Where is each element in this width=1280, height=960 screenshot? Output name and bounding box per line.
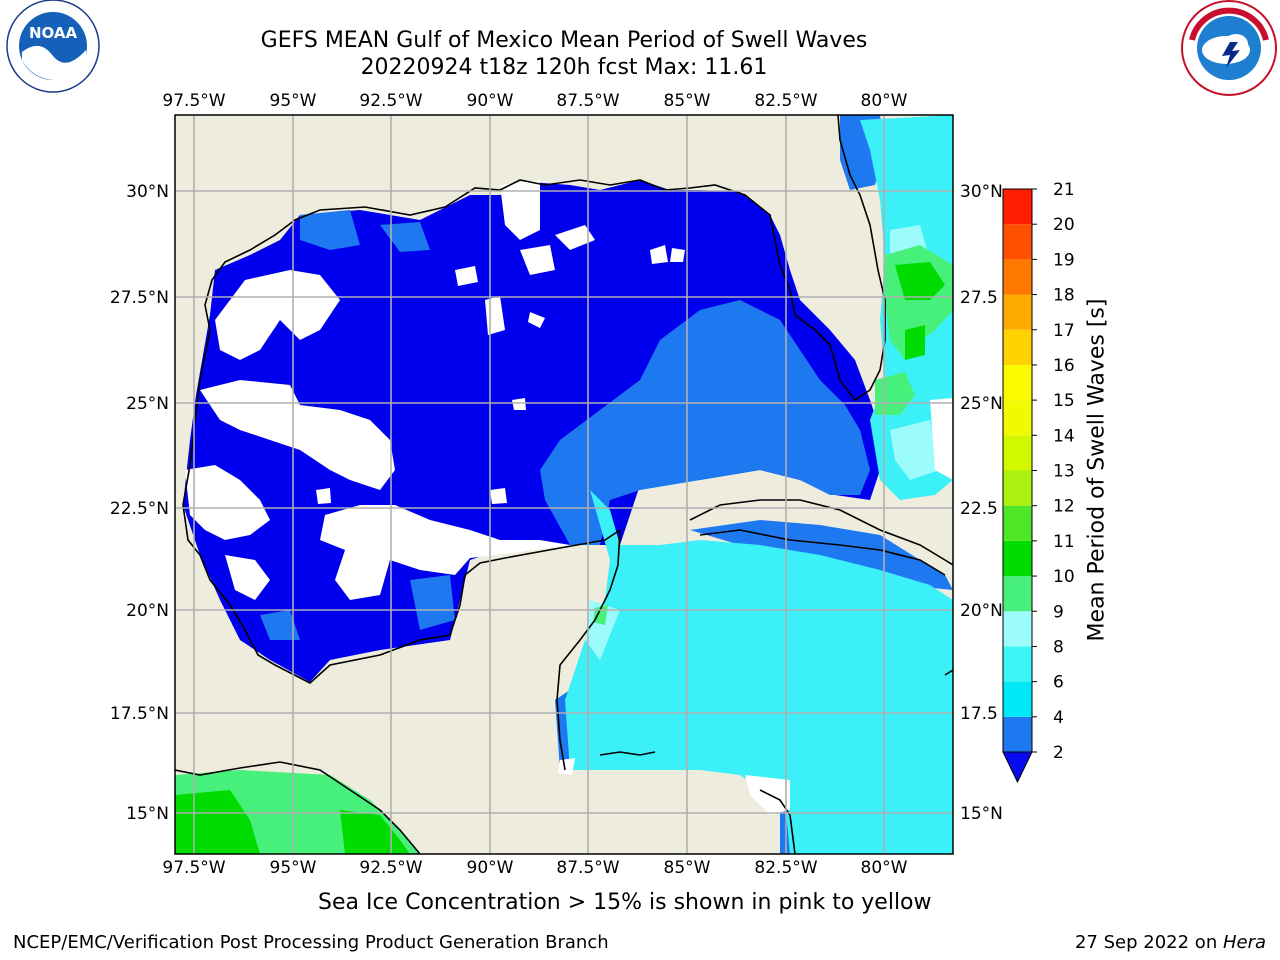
map-title: GEFS MEAN Gulf of Mexico Mean Period of … [260,28,868,53]
ocean-bright-green [175,262,945,854]
colorbar-tick-label: 21 [1053,180,1075,200]
lon-tick-label: 87.5°W [556,858,619,878]
lon-tick-label: 82.5°W [754,858,817,878]
colorbar-tick-label: 15 [1053,391,1075,411]
lat-labels-right: 30°N 27.5 25°N 22.5 20°N 17.5 15°N [960,182,1003,824]
colorbar-band [1003,540,1032,577]
noaa-logo: NOAA [6,0,100,93]
colorbar-label: Mean Period of Swell Waves [s] [1084,298,1110,642]
colorbar-band [1003,400,1032,436]
lat-tick-label: 17.5°N [110,704,169,724]
lat-tick-label: 25°N [126,394,169,414]
colorbar-tick-label: 18 [1053,286,1075,306]
colorbar-tick-label: 12 [1053,497,1075,517]
colorbar-band [1003,189,1032,225]
lat-tick-label: 20°N [960,601,1003,621]
footer-date-text: 27 Sep 2022 on [1075,932,1223,953]
colorbar-tick-label: 2 [1053,743,1064,763]
colorbar-band [1003,681,1032,717]
footer-credit: NCEP/EMC/Verification Post Processing Pr… [13,932,609,953]
colorbar-tick-label: 4 [1053,708,1064,728]
lat-labels-left: 30°N 27.5°N 25°N 22.5°N 20°N 17.5°N 15°N [110,182,169,824]
lon-tick-label: 85°W [664,91,711,111]
colorbar-band [1003,611,1032,647]
lat-tick-label: 30°N [960,182,1003,202]
lat-tick-label: 30°N [126,182,169,202]
colorbar-extend-arrow [1002,751,1033,784]
colorbar-tick-label: 19 [1053,250,1075,270]
lon-tick-label: 80°W [861,858,908,878]
map-gridlines [175,115,953,854]
colorbar-band [1003,259,1032,295]
lat-tick-label: 22.5 [960,499,998,519]
lat-tick-label: 17.5 [960,704,998,724]
lon-tick-label: 95°W [270,91,317,111]
colorbar-tick-label: 13 [1053,462,1075,482]
lon-labels-bottom: 97.5°W 95°W 92.5°W 90°W 87.5°W 85°W 82.5°W 80°W [162,858,907,878]
colorbar-band [1003,470,1032,506]
colorbar-tick-label: 14 [1053,426,1075,446]
lon-tick-label: 90°W [467,91,514,111]
colorbar-tick-label: 17 [1053,321,1075,341]
colorbar-band [1003,716,1032,752]
colorbar-tick-label: 11 [1053,532,1075,552]
lon-tick-label: 92.5°W [359,91,422,111]
lon-tick-label: 90°W [467,858,514,878]
colorbar-tick-label: 10 [1053,567,1075,587]
colorbar-band [1003,224,1032,260]
colorbar-tick-label: 20 [1053,215,1075,235]
footer-host: Hera [1222,932,1266,953]
ocean-gap-east [558,398,953,815]
lon-tick-label: 87.5°W [556,91,619,111]
colorbar: 2 4 6 8 9 10 11 12 13 14 15 16 17 18 19 20 21 [1002,180,1075,784]
map-frame [174,114,954,855]
sea-ice-note: Sea Ice Concentration > 15% is shown in … [318,890,932,915]
lat-tick-label: 27.5 [960,288,998,308]
colorbar-band [1003,294,1032,330]
colorbar-band [1003,435,1032,471]
colorbar-band [1003,329,1032,365]
lon-tick-label: 97.5°W [162,858,225,878]
colorbar-band [1003,505,1032,541]
lat-tick-label: 20°N [126,601,169,621]
lon-tick-label: 92.5°W [359,858,422,878]
ocean-light-cyan [585,225,940,660]
colorbar-tick-label: 6 [1053,673,1064,693]
lat-tick-label: 25°N [960,394,1003,414]
colorbar-tick-label: 8 [1053,637,1064,657]
lat-tick-label: 15°N [960,804,1003,824]
noaa-logo-text: NOAA [29,24,78,42]
nws-logo [1181,0,1277,96]
lon-labels-top: 97.5°W 95°W 92.5°W 90°W 87.5°W 85°W 82.5°W 80°W [162,91,907,111]
footer-date: 27 Sep 2022 on Hera [1075,932,1266,953]
colorbar-tick-label: 16 [1053,356,1075,376]
colorbar-band [1003,646,1032,682]
lat-tick-label: 15°N [126,804,169,824]
lon-tick-label: 80°W [861,91,908,111]
lon-tick-label: 85°W [664,858,711,878]
lat-tick-label: 27.5°N [110,288,169,308]
colorbar-band [1003,364,1032,401]
map-subtitle: 20220924 t18z 120h fcst Max: 11.61 [360,55,768,80]
lon-tick-label: 97.5°W [162,91,225,111]
lat-tick-label: 22.5°N [110,499,169,519]
lon-tick-label: 82.5°W [754,91,817,111]
lon-tick-label: 95°W [270,858,317,878]
colorbar-tick-label: 9 [1053,602,1064,622]
ocean-gap-patches [185,180,685,600]
colorbar-band [1003,576,1032,612]
